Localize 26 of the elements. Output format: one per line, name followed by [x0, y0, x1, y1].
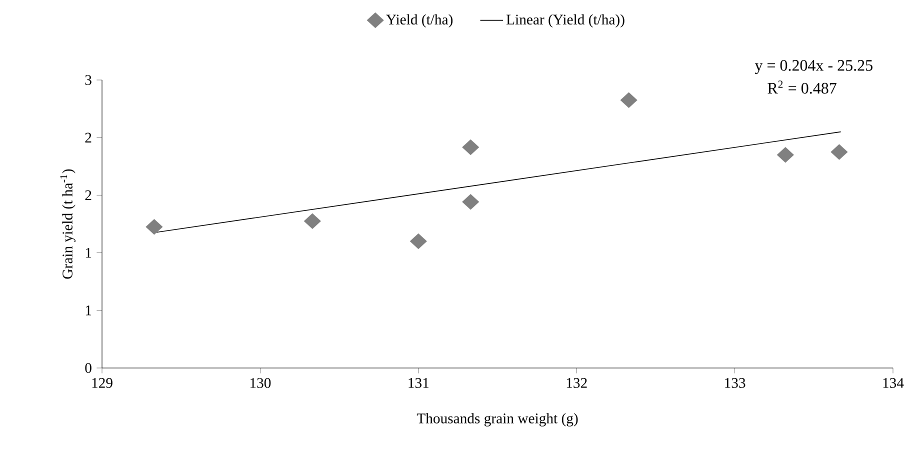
- point: [777, 147, 794, 163]
- y-tick-label: 2: [85, 190, 92, 200]
- point: [620, 92, 638, 108]
- text: y = 0.204x - 25.25: [754, 60, 872, 74]
- legend-label: Yield (t/ha): [386, 14, 453, 28]
- annotation: R$^{2}$ = 0.487: [768, 80, 836, 94]
- x-tick-label: 129: [92, 378, 112, 388]
- point: [410, 234, 427, 250]
- y-tick-label: 0: [85, 363, 92, 373]
- y-tick-label: 1: [86, 306, 92, 316]
- point: [304, 213, 321, 229]
- point: [462, 194, 479, 210]
- y-tick-label: 3: [85, 75, 92, 85]
- point: [146, 219, 163, 235]
- x-tick-label: 133: [725, 378, 746, 388]
- x-tick-label: 130: [250, 378, 271, 388]
- x-tick-label: 134: [883, 378, 904, 388]
- point: [462, 139, 479, 155]
- y-axis-title: Grain yield (t ha$^{-1}$): [60, 169, 76, 279]
- y-tick-label: 2: [85, 132, 92, 142]
- x-tick-label: 132: [566, 378, 587, 388]
- point: [830, 144, 848, 160]
- x-axis-title: Thousands grain weight (g): [416, 413, 578, 426]
- legend-label: Linear (Yield (t/ha)): [506, 14, 624, 28]
- y-tick-label: 1: [86, 248, 92, 258]
- x-tick-label: 131: [408, 378, 429, 388]
